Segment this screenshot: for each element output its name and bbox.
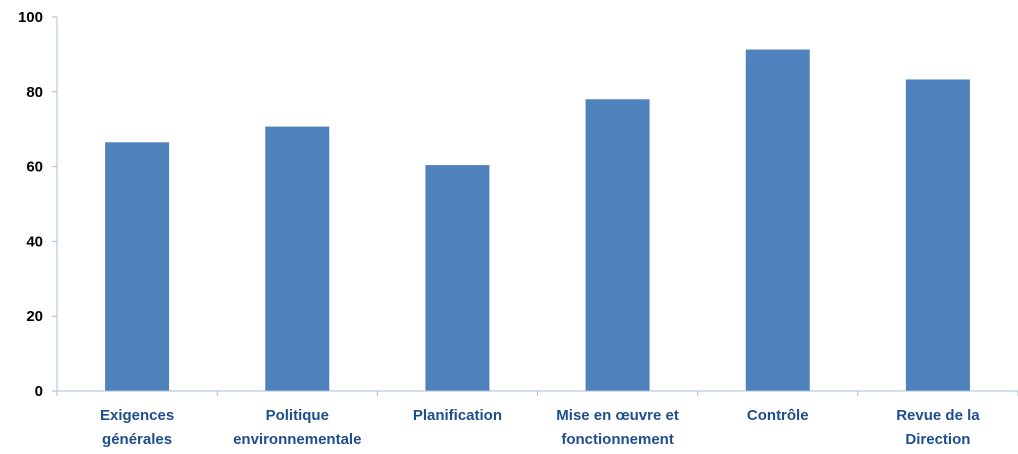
bar bbox=[585, 99, 650, 391]
y-tick-label: 0 bbox=[35, 383, 43, 400]
x-category-label: Contrôle bbox=[747, 407, 809, 424]
bar bbox=[265, 126, 330, 391]
x-category-label: Revue de la Direction bbox=[896, 407, 980, 448]
x-axis-group bbox=[56, 390, 1018, 396]
x-category-label: Exigences générales bbox=[100, 407, 174, 448]
x-category-label: Politique environnementale bbox=[233, 407, 361, 448]
x-category-label-line: Exigences bbox=[100, 407, 174, 424]
x-category-label-line: Mise en œuvre et bbox=[556, 407, 679, 424]
x-category-label: Mise en œuvre et fonctionnement bbox=[556, 407, 679, 448]
bar bbox=[425, 165, 490, 391]
bar bbox=[105, 142, 170, 391]
y-tick-label: 20 bbox=[26, 308, 43, 325]
x-category-label-line: Contrôle bbox=[747, 407, 809, 424]
bar bbox=[905, 79, 970, 391]
x-category-label-line: Revue de la bbox=[896, 407, 980, 424]
y-axis-group: 0 20 40 60 80 100 bbox=[18, 9, 58, 400]
x-category-label-line: Politique bbox=[266, 407, 329, 424]
y-tick-label: 80 bbox=[26, 84, 43, 101]
y-tick-label: 60 bbox=[26, 159, 43, 176]
x-category-label-line: Direction bbox=[905, 431, 970, 448]
x-category-label-line: environnementale bbox=[233, 431, 361, 448]
bars-group bbox=[105, 49, 970, 392]
x-category-label-line: Planification bbox=[413, 407, 502, 424]
y-tick-label: 40 bbox=[26, 233, 43, 250]
bar bbox=[745, 49, 810, 392]
y-tick-label: 100 bbox=[18, 9, 43, 26]
x-category-label-line: générales bbox=[102, 431, 172, 448]
x-category-label: Planification bbox=[413, 407, 502, 424]
x-category-label-line: fonctionnement bbox=[561, 431, 674, 448]
category-labels-group: Exigences générales Politique environnement… bbox=[100, 407, 980, 448]
